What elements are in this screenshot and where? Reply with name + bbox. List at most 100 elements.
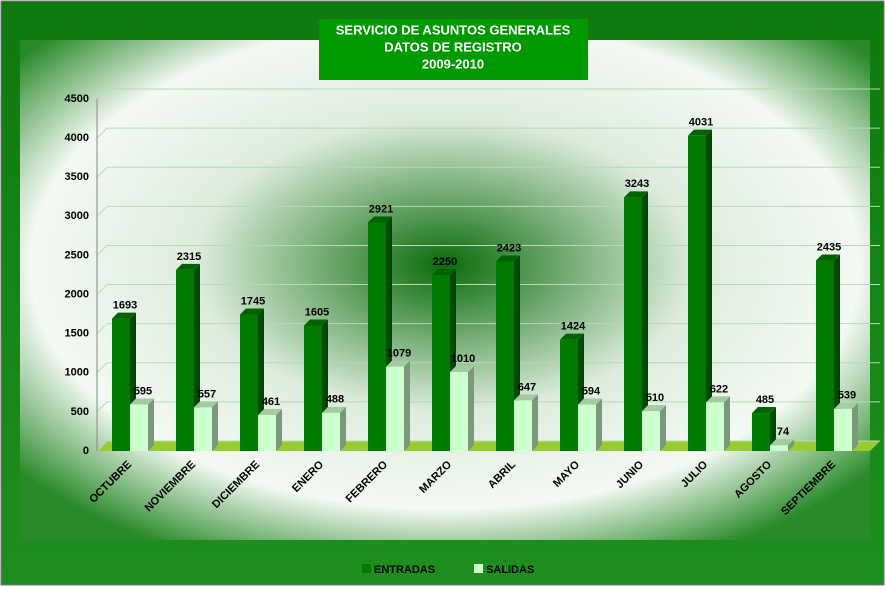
bar (706, 402, 724, 451)
legend-label: ENTRADAS (374, 564, 435, 576)
value-label: 557 (198, 388, 216, 400)
legend-label: SALIDAS (486, 564, 534, 576)
value-label: 2423 (497, 242, 521, 254)
bar-top (432, 269, 456, 275)
chart-title: DATOS DE REGISTRO (384, 39, 521, 54)
bar-top (688, 129, 712, 136)
bar (368, 222, 386, 451)
bar-top (752, 407, 776, 414)
bar-side (660, 405, 666, 451)
bar-side (642, 191, 648, 452)
bar-side (706, 129, 712, 451)
bar (112, 318, 130, 451)
bar-top (112, 312, 136, 319)
value-label: 2435 (817, 241, 841, 253)
bar-side (468, 365, 474, 451)
grid-line (96, 284, 108, 295)
legend-swatch (474, 564, 483, 573)
value-label: 1605 (305, 306, 329, 318)
title-box (319, 19, 588, 80)
value-label: 622 (710, 383, 728, 395)
value-label: 2315 (177, 251, 201, 263)
bar-top (578, 398, 602, 405)
bar-side (340, 406, 346, 451)
bar (688, 135, 706, 451)
bar-side (596, 398, 602, 451)
bar-top (176, 263, 200, 270)
grid-line (96, 362, 108, 374)
bar (386, 366, 404, 451)
bar-top (386, 360, 410, 367)
bar (816, 260, 834, 451)
bar-top (514, 394, 538, 401)
grid-line (96, 88, 108, 100)
bar (304, 325, 322, 451)
bar-side (404, 360, 410, 451)
floor (97, 441, 880, 451)
bar (432, 275, 450, 451)
bar (578, 404, 596, 451)
grid-line (96, 323, 108, 335)
bar (834, 408, 852, 451)
chart-title: SERVICIO DE ASUNTOS GENERALES (336, 22, 571, 37)
y-tick-label: 2000 (65, 288, 89, 300)
value-label: 594 (582, 385, 601, 397)
bar (770, 445, 788, 451)
bar (130, 404, 148, 451)
bar-side (724, 396, 730, 451)
value-label: 1010 (451, 353, 475, 365)
y-tick-label: 3500 (65, 171, 89, 183)
bar-side (212, 401, 218, 451)
bar (642, 411, 660, 451)
value-label: 4031 (689, 117, 713, 129)
value-label: 74 (777, 426, 790, 438)
value-label: 539 (838, 390, 856, 402)
bar (194, 407, 212, 451)
y-tick-label: 500 (71, 406, 89, 418)
bar-side (852, 402, 858, 451)
chart-title: 2009-2010 (422, 56, 484, 71)
y-tick-label: 4000 (65, 132, 89, 144)
value-label: 1424 (561, 321, 586, 333)
bar-top (642, 405, 666, 412)
bar-side (788, 439, 794, 451)
y-tick-label: 1000 (65, 367, 89, 379)
y-tick-label: 1500 (65, 328, 89, 340)
bar-top (130, 398, 154, 405)
value-label: 461 (262, 396, 280, 408)
y-tick-label: 3000 (65, 210, 89, 222)
bar-side (532, 394, 538, 451)
bar-side (770, 407, 776, 451)
bar (752, 413, 770, 451)
bar-top (194, 401, 218, 408)
bar (496, 261, 514, 451)
value-label: 1693 (113, 299, 137, 311)
grid-line (96, 440, 108, 452)
value-label: 2250 (433, 256, 457, 268)
bar-top (240, 308, 264, 315)
legend-swatch (362, 564, 371, 573)
value-label: 647 (518, 381, 536, 393)
bar (240, 314, 258, 451)
bar (450, 371, 468, 451)
bar-top (368, 216, 392, 223)
bar-side (276, 408, 282, 451)
value-label: 488 (326, 394, 344, 406)
value-label: 1745 (241, 295, 265, 307)
grid-line (96, 127, 108, 139)
value-label: 485 (756, 394, 774, 406)
bar (176, 269, 194, 451)
bar-top (304, 319, 328, 326)
bar-top (816, 254, 840, 261)
value-label: 595 (134, 385, 152, 397)
value-label: 1079 (387, 348, 411, 360)
bar-top (496, 255, 520, 262)
bar (322, 412, 340, 451)
y-tick-label: 2500 (65, 249, 89, 261)
grid-line (96, 205, 108, 217)
value-label: 510 (646, 392, 664, 404)
y-tick-label: 0 (83, 445, 89, 457)
grid-line (96, 166, 108, 178)
grid-line (96, 245, 108, 256)
